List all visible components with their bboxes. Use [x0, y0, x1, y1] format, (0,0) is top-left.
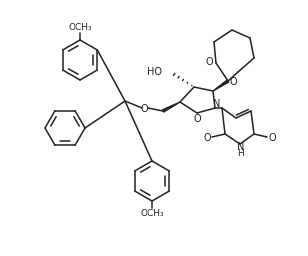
Text: N: N: [213, 99, 221, 109]
Text: O: O: [268, 133, 276, 143]
Polygon shape: [213, 80, 229, 91]
Text: N: N: [237, 142, 245, 152]
Text: OCH₃: OCH₃: [140, 209, 164, 219]
Text: O: O: [193, 114, 201, 124]
Text: HO: HO: [147, 67, 162, 77]
Text: O: O: [203, 133, 211, 143]
Text: O: O: [140, 104, 148, 114]
Text: OCH₃: OCH₃: [68, 23, 92, 31]
Text: O: O: [229, 77, 237, 87]
Text: H: H: [237, 148, 243, 157]
Text: O: O: [205, 57, 213, 67]
Polygon shape: [162, 102, 180, 112]
